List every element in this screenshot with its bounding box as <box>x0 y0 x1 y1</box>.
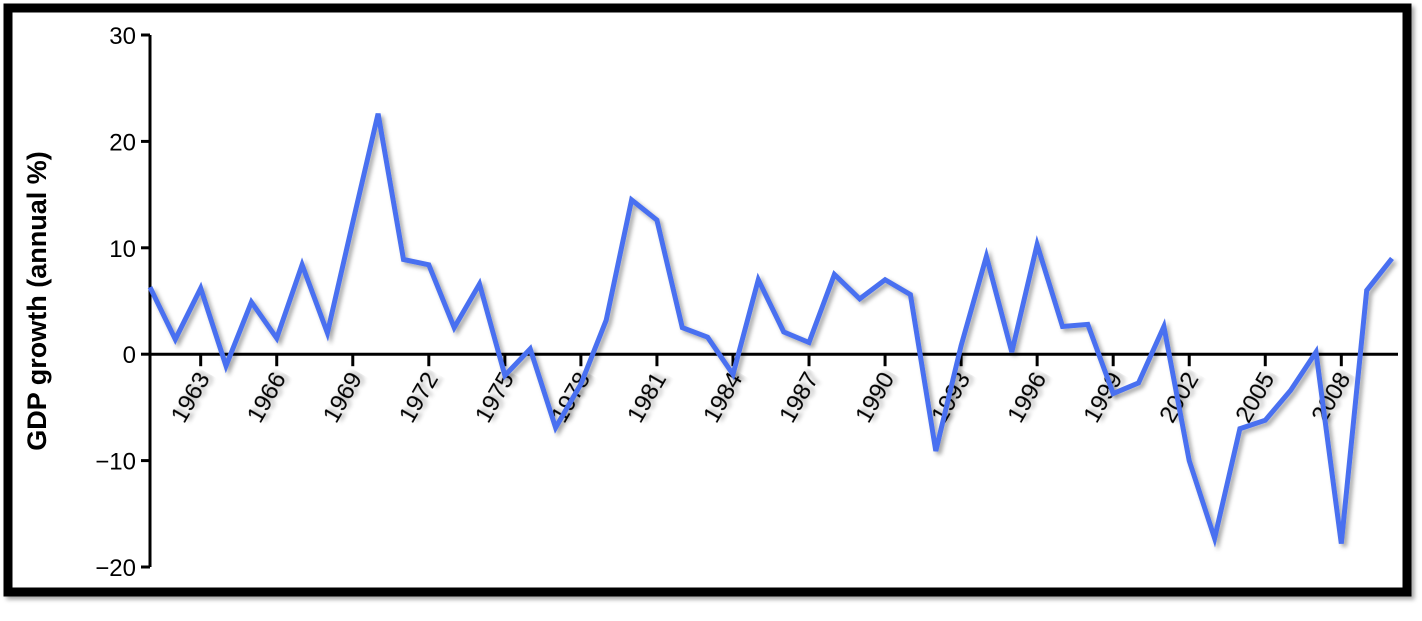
y-tick-label: 20 <box>109 129 136 156</box>
y-tick-label: 0 <box>123 342 136 369</box>
y-tick-label: 10 <box>109 236 136 263</box>
y-tick-label: −20 <box>95 555 136 582</box>
data-line <box>147 113 1394 548</box>
y-tick-label: −10 <box>95 449 136 476</box>
frame <box>3 3 1412 597</box>
y-tick-label: 30 <box>109 23 136 50</box>
y-axis-label: GDP growth (annual %) <box>22 151 52 451</box>
